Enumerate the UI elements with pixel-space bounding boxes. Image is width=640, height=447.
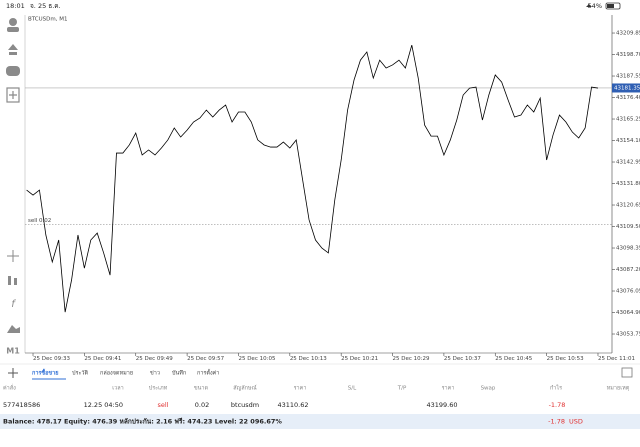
timeframe-button[interactable]: M1 (6, 347, 20, 356)
wifi-icon (586, 4, 592, 7)
y-tick-label: 43098.35 (616, 246, 640, 252)
table-cell: 43110.62 (277, 401, 308, 409)
layout-button[interactable] (621, 367, 633, 378)
account-icon-body (7, 27, 19, 32)
new-order-plus (9, 91, 17, 99)
y-tick-label: 43165.25 (616, 117, 640, 123)
column-header: S/L (348, 386, 357, 392)
tab[interactable]: บันทึก (172, 370, 186, 377)
plot: 43209.85 43198.70 43187.55 43176.40 43165.25… (25, 31, 640, 362)
x-tick-label: 25 Dec 10:13 (290, 356, 327, 362)
total-profit: -1.78 (548, 418, 565, 426)
status-time: 18:01 (6, 2, 25, 10)
y-tick-label: 43176.40 (616, 95, 640, 101)
x-tick-label: 25 Dec 10:21 (341, 356, 378, 362)
trade-table: ค่าสั่ง เวลา ประเภท ขนาด สัญลักษณ์ ราคา S/L T/P… (3, 384, 630, 410)
column-header: หมายเหตุ (607, 386, 630, 392)
price-line (26, 44, 599, 313)
y-tick-label: 43198.70 (616, 52, 640, 58)
x-tick-label: 25 Dec 10:53 (547, 356, 584, 362)
y-tick-label: 43076.05 (616, 289, 640, 295)
candle-icon-2 (14, 278, 17, 285)
status-date: จ. 25 ธ.ค. (30, 2, 61, 10)
tab[interactable]: ประวัติ (72, 370, 88, 377)
x-tick-label: 25 Dec 11:01 (598, 356, 635, 362)
x-tick-label: 25 Dec 09:41 (84, 356, 121, 362)
y-tick-label: 43087.20 (616, 267, 640, 273)
table-cell: -1.78 (549, 401, 566, 409)
current-price-box (612, 83, 640, 93)
y-tick-label: 43109.50 (616, 224, 640, 230)
y-tick-label: 43142.95 (616, 160, 640, 166)
chat-icon[interactable] (6, 66, 20, 76)
tab[interactable]: กล่องจดหมาย (100, 371, 133, 377)
battery-level (607, 4, 614, 8)
y-tick-label: 43187.55 (616, 74, 640, 80)
column-header: ขนาด (194, 386, 209, 392)
x-tick-label: 25 Dec 09:33 (33, 356, 70, 362)
tab[interactable]: การซื้อขาย (32, 368, 58, 377)
position-label: sell 0.02 (28, 218, 51, 224)
x-tick-label: 25 Dec 10:37 (444, 356, 481, 362)
x-tick-label: 25 Dec 09:57 (187, 356, 224, 362)
table-cell: 12.25 04:50 (84, 401, 123, 409)
new-order-icon[interactable] (6, 87, 20, 103)
column-header: เวลา (112, 386, 123, 392)
add-button[interactable] (8, 368, 18, 378)
tab[interactable]: การตั้งค่า (197, 369, 219, 377)
column-header: กำไร (550, 385, 562, 392)
status-battery: 54% (588, 2, 602, 10)
column-header: Swap (481, 386, 496, 392)
x-tick-label: 25 Dec 10:05 (238, 356, 275, 362)
y-tick-label: 43154.10 (616, 138, 640, 144)
indicator-icon[interactable]: f (11, 299, 16, 310)
column-header: ราคา (294, 386, 307, 392)
y-tick-label: 43064.90 (616, 310, 640, 316)
y-tick-label: 43209.85 (616, 31, 640, 37)
y-tick-label: 43131.80 (616, 181, 640, 187)
table-cell: 43199.60 (426, 401, 457, 409)
objects-icon[interactable] (7, 325, 20, 333)
y-tick-label: 43053.75 (616, 332, 640, 338)
table-cell: 0.02 (195, 401, 209, 409)
tab[interactable]: ข่าว (150, 371, 160, 377)
x-tick-label: 25 Dec 09:49 (136, 356, 173, 362)
tab-bar: การซื้อขาย ประวัติ กล่องจดหมาย ข่าว บันทึก กา… (32, 368, 219, 380)
x-tick-label: 25 Dec 10:29 (393, 356, 430, 362)
column-header: ราคา (442, 386, 455, 392)
crosshair-icon[interactable] (7, 250, 19, 262)
column-header: T/P (397, 386, 407, 392)
account-icon[interactable] (9, 18, 17, 26)
table-cell: sell (158, 401, 169, 409)
account-summary: Balance: 478.17 Equity: 476.39 หลักประกั… (3, 418, 282, 426)
battery-icon (605, 2, 621, 10)
currency: USD (569, 418, 583, 426)
y-tick-label: 43120.65 (616, 203, 640, 209)
column-header: ประเภท (149, 385, 168, 392)
trade-icon[interactable] (8, 44, 18, 55)
footer-bar (0, 414, 640, 429)
candle-icon[interactable] (8, 276, 11, 285)
toolbar: f M1 (6, 18, 20, 356)
table-cell: btcusdm (231, 401, 259, 409)
current-price-label: 43181.35 (614, 85, 640, 91)
chart-title: BTCUSDm, M1 (28, 17, 68, 23)
column-header: ค่าสั่ง (3, 384, 16, 392)
x-tick-label: 25 Dec 10:45 (495, 356, 532, 362)
column-header: สัญลักษณ์ (233, 385, 256, 392)
table-cell: 577418586 (3, 401, 40, 409)
